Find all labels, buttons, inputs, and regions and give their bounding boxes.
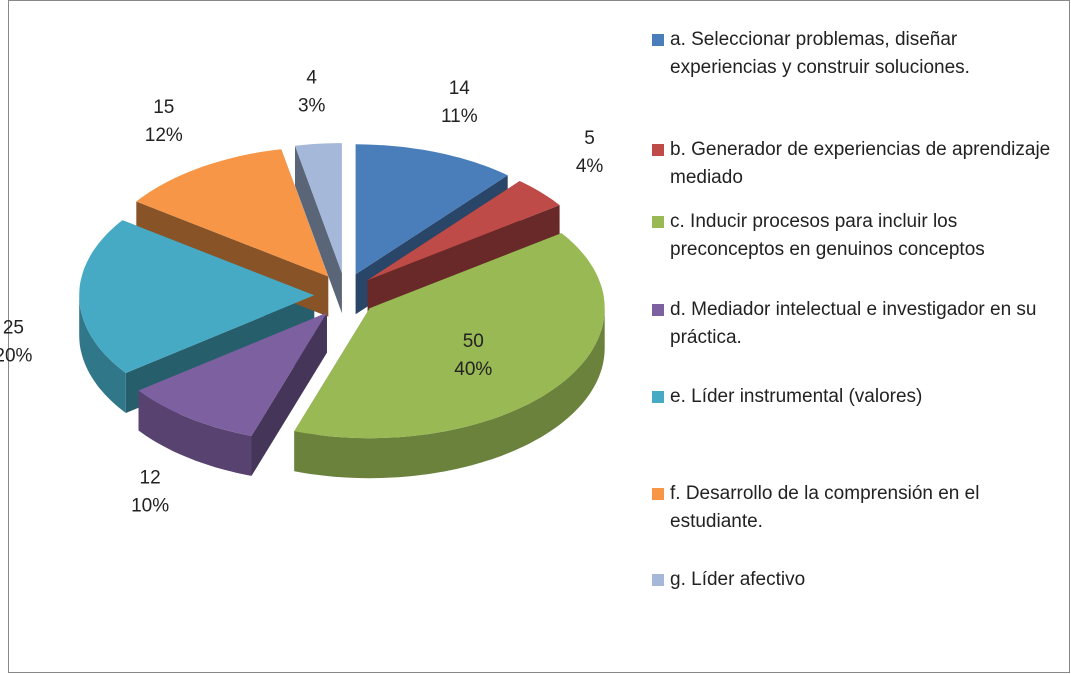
- legend-swatch: [652, 574, 664, 586]
- data-label: 5: [584, 128, 595, 149]
- legend-entry: a. Seleccionar problemas, diseñar experi…: [652, 26, 1052, 82]
- legend-swatch: [652, 34, 664, 46]
- legend-label: a. Seleccionar problemas, diseñar experi…: [670, 29, 970, 78]
- legend-label: b. Generador de experiencias de aprendiz…: [670, 139, 1051, 188]
- slice-wall: [294, 308, 605, 479]
- slice-wall: [79, 295, 126, 413]
- slice: [294, 233, 605, 439]
- percent-label: 20%: [0, 345, 33, 366]
- legend-label: d. Mediador intelectual e investigador e…: [670, 299, 1037, 348]
- legend-swatch: [652, 391, 664, 403]
- legend-label: e. Líder instrumental (valores): [670, 386, 923, 407]
- data-label: 25: [3, 317, 24, 338]
- percent-label: 11%: [441, 106, 478, 127]
- legend-entry: g. Líder afectivo: [652, 566, 1052, 594]
- slice: [295, 143, 342, 274]
- legend-swatch: [652, 144, 664, 156]
- slice: [367, 181, 560, 281]
- legend-swatch: [652, 488, 664, 500]
- slice-wall: [138, 390, 252, 476]
- data-label: 15: [153, 97, 174, 118]
- data-label: 50: [463, 331, 484, 352]
- legend-entry: e. Líder instrumental (valores): [652, 383, 1052, 411]
- slice: [138, 312, 327, 436]
- percent-label: 10%: [131, 495, 169, 516]
- data-label: 14: [449, 78, 471, 99]
- legend-entry: f. Desarrollo de la comprensión en el es…: [652, 480, 1052, 536]
- slice: [355, 144, 508, 275]
- legend-label: c. Inducir procesos para incluir los pre…: [670, 211, 985, 260]
- percent-label: 4%: [576, 156, 604, 177]
- frame: [8, 0, 1070, 673]
- legend-entry: c. Inducir procesos para incluir los pre…: [652, 208, 1052, 264]
- slice: [136, 149, 329, 277]
- legend-entry: b. Generador de experiencias de aprendiz…: [652, 136, 1052, 192]
- legend-swatch: [652, 216, 664, 228]
- legend-swatch: [652, 304, 664, 316]
- slice: [79, 220, 315, 373]
- percent-label: 12%: [145, 125, 183, 146]
- legend-label: g. Líder afectivo: [670, 569, 806, 590]
- data-label: 4: [306, 68, 317, 89]
- legend-entry: d. Mediador intelectual e investigador e…: [652, 296, 1052, 352]
- data-label: 12: [140, 467, 161, 488]
- legend-label: f. Desarrollo de la comprensión en el es…: [670, 483, 980, 532]
- percent-label: 40%: [454, 359, 492, 380]
- slice-side: [295, 145, 342, 314]
- percent-label: 3%: [298, 96, 326, 117]
